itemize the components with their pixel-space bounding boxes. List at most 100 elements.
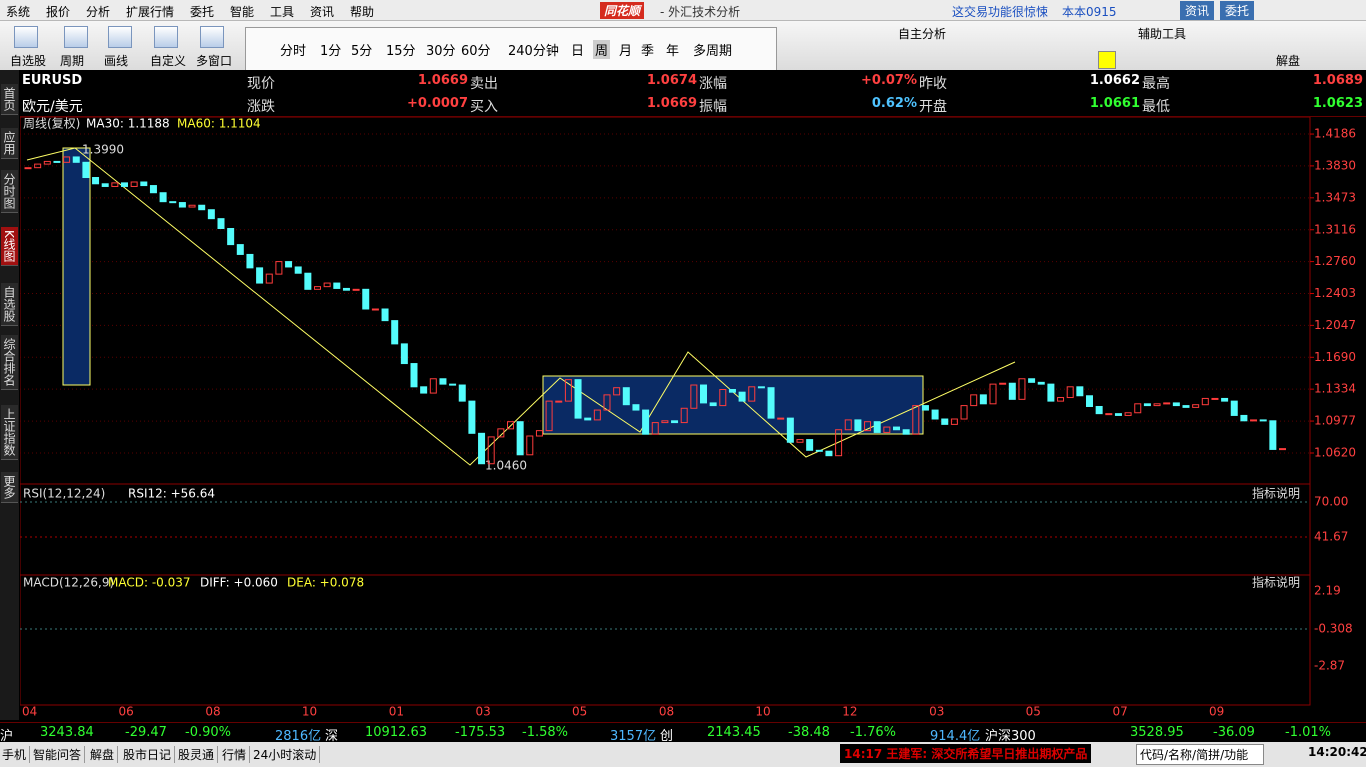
drawn-line <box>26 147 1016 466</box>
account-name[interactable]: 本本0915 <box>1062 5 1117 19</box>
period-popup: 分时 1分 5分 15分 30分 60分 240分钟日周月季年多周期 <box>245 27 777 71</box>
macd-item: DEA: +0.078 <box>287 576 364 590</box>
candle <box>1105 413 1113 416</box>
help-link[interactable]: 指标说明 <box>1252 486 1300 501</box>
menu-bar: 同花顺 - 外汇技术分析 这交易功能很惊悚 本本0915 系统 报价 分析 扩展行情 委… <box>0 0 1366 21</box>
ma-label: MA60: 1.1104 <box>177 117 261 131</box>
candle <box>844 419 852 431</box>
tool-label[interactable]: 画线 <box>104 54 129 68</box>
tool-label[interactable]: 自定义 <box>150 54 187 68</box>
candle <box>622 387 630 406</box>
tool-icon[interactable] <box>108 26 132 48</box>
candle <box>912 405 920 435</box>
side-tab[interactable]: 自选股 <box>1 283 18 326</box>
menu-item[interactable]: 资讯 <box>310 5 335 19</box>
period-button[interactable]: 30分 <box>426 44 456 59</box>
menu-item[interactable]: 扩展行情 <box>126 5 175 19</box>
tool-label[interactable]: 自选股 <box>10 54 47 68</box>
menu-item[interactable]: 系统 <box>6 5 31 19</box>
macd-tick-label: -2.87 <box>1314 659 1345 673</box>
x-tick-label: 10 <box>755 705 770 719</box>
y-tick-label: 1.3830 <box>1314 158 1356 172</box>
drawn-box <box>62 147 91 386</box>
candle <box>806 439 814 451</box>
candle <box>198 204 206 211</box>
side-tab[interactable]: 分时图 <box>1 170 18 213</box>
ticker-item: -1.76% <box>850 725 896 740</box>
menu-item[interactable]: 帮助 <box>350 5 375 19</box>
period-button[interactable]: 多周期 <box>693 44 733 59</box>
search-box[interactable]: 代码/名称/简拼/功能 <box>1136 744 1264 765</box>
candle <box>854 419 862 432</box>
help-link[interactable]: 指标说明 <box>1252 575 1300 590</box>
menu-item[interactable]: 委托 <box>190 5 215 19</box>
notice-link[interactable]: 这交易功能很惊悚 <box>952 5 1049 19</box>
side-tab[interactable]: 更多 <box>1 472 18 503</box>
period-button[interactable]: 分时 <box>280 44 307 59</box>
menu-item[interactable]: 智能 <box>230 5 255 19</box>
candle <box>873 421 881 433</box>
ticker-item: -1.58% <box>522 725 568 740</box>
candle <box>178 202 186 208</box>
candle <box>1008 382 1016 400</box>
period-button[interactable]: 年 <box>666 44 680 59</box>
period-button[interactable]: 15分 <box>386 44 416 59</box>
quote-label: 现价 <box>247 76 275 92</box>
status-tab[interactable]: 手机 <box>2 746 31 763</box>
candle <box>661 420 669 424</box>
status-tab[interactable]: 智能问答 <box>33 746 86 763</box>
candle <box>796 439 804 443</box>
tool-label[interactable]: 周期 <box>60 54 85 68</box>
menu-item[interactable]: 报价 <box>46 5 71 19</box>
candle <box>468 400 476 434</box>
side-tab[interactable]: K线图 <box>1 227 18 266</box>
candle <box>651 422 659 435</box>
menu-item[interactable]: 分析 <box>86 5 111 19</box>
quote-label: 开盘 <box>919 99 947 115</box>
candle <box>217 218 225 230</box>
candle <box>931 409 939 420</box>
period-button[interactable]: 季 <box>641 44 655 59</box>
side-tab[interactable]: 综合排名 <box>1 335 18 390</box>
candle <box>1201 397 1209 406</box>
status-tab[interactable]: 24小时滚动 <box>253 746 321 763</box>
period-button[interactable]: 240分钟 <box>508 44 559 59</box>
period-button[interactable]: 1分 <box>320 44 342 59</box>
x-tick-label: 07 <box>1112 705 1127 719</box>
candle <box>815 449 823 452</box>
menu-item[interactable]: 工具 <box>270 5 295 19</box>
candle <box>593 409 601 421</box>
side-tab[interactable]: 首页 <box>1 84 18 115</box>
period-button[interactable]: 5分 <box>351 44 373 59</box>
ticker-item: 10912.63 <box>365 725 428 740</box>
tool-icon[interactable] <box>200 26 224 48</box>
tool-label[interactable]: 多窗口 <box>196 54 233 68</box>
candle <box>1230 400 1238 416</box>
period-button[interactable]: 日 <box>571 44 585 59</box>
jiepan-button[interactable]: 解盘 <box>1276 54 1301 68</box>
status-tab[interactable]: 行情 <box>222 746 251 763</box>
top-button[interactable]: 资讯 <box>1180 1 1215 20</box>
side-tab[interactable]: 应用 <box>1 128 18 159</box>
candle <box>757 386 765 389</box>
color-picker[interactable] <box>1098 51 1116 69</box>
tool-icon[interactable] <box>14 26 38 48</box>
status-tab[interactable]: 股市日记 <box>123 746 176 763</box>
top-button[interactable]: 委托 <box>1220 1 1255 20</box>
period-button[interactable]: 月 <box>619 44 633 59</box>
candle <box>227 228 235 246</box>
y-tick-label: 1.0620 <box>1314 445 1356 459</box>
tool-icon[interactable] <box>154 26 178 48</box>
candle <box>285 261 293 268</box>
news-ticker[interactable]: 14:17 王建军: 深交所希望早日推出期权产品 <box>840 744 1092 763</box>
macd-title: MACD(12,26,9) <box>23 576 114 590</box>
period-button[interactable]: 周 <box>593 40 611 59</box>
side-tab[interactable]: 上证指数 <box>1 405 18 460</box>
tool-icon[interactable] <box>64 26 88 48</box>
candle <box>921 405 929 411</box>
quote-label: 振幅 <box>699 99 727 115</box>
status-tab[interactable]: 股灵通 <box>178 746 219 763</box>
period-button[interactable]: 60分 <box>461 44 491 59</box>
ticker-item: 3157亿 <box>610 729 657 744</box>
status-tab[interactable]: 解盘 <box>90 746 119 763</box>
